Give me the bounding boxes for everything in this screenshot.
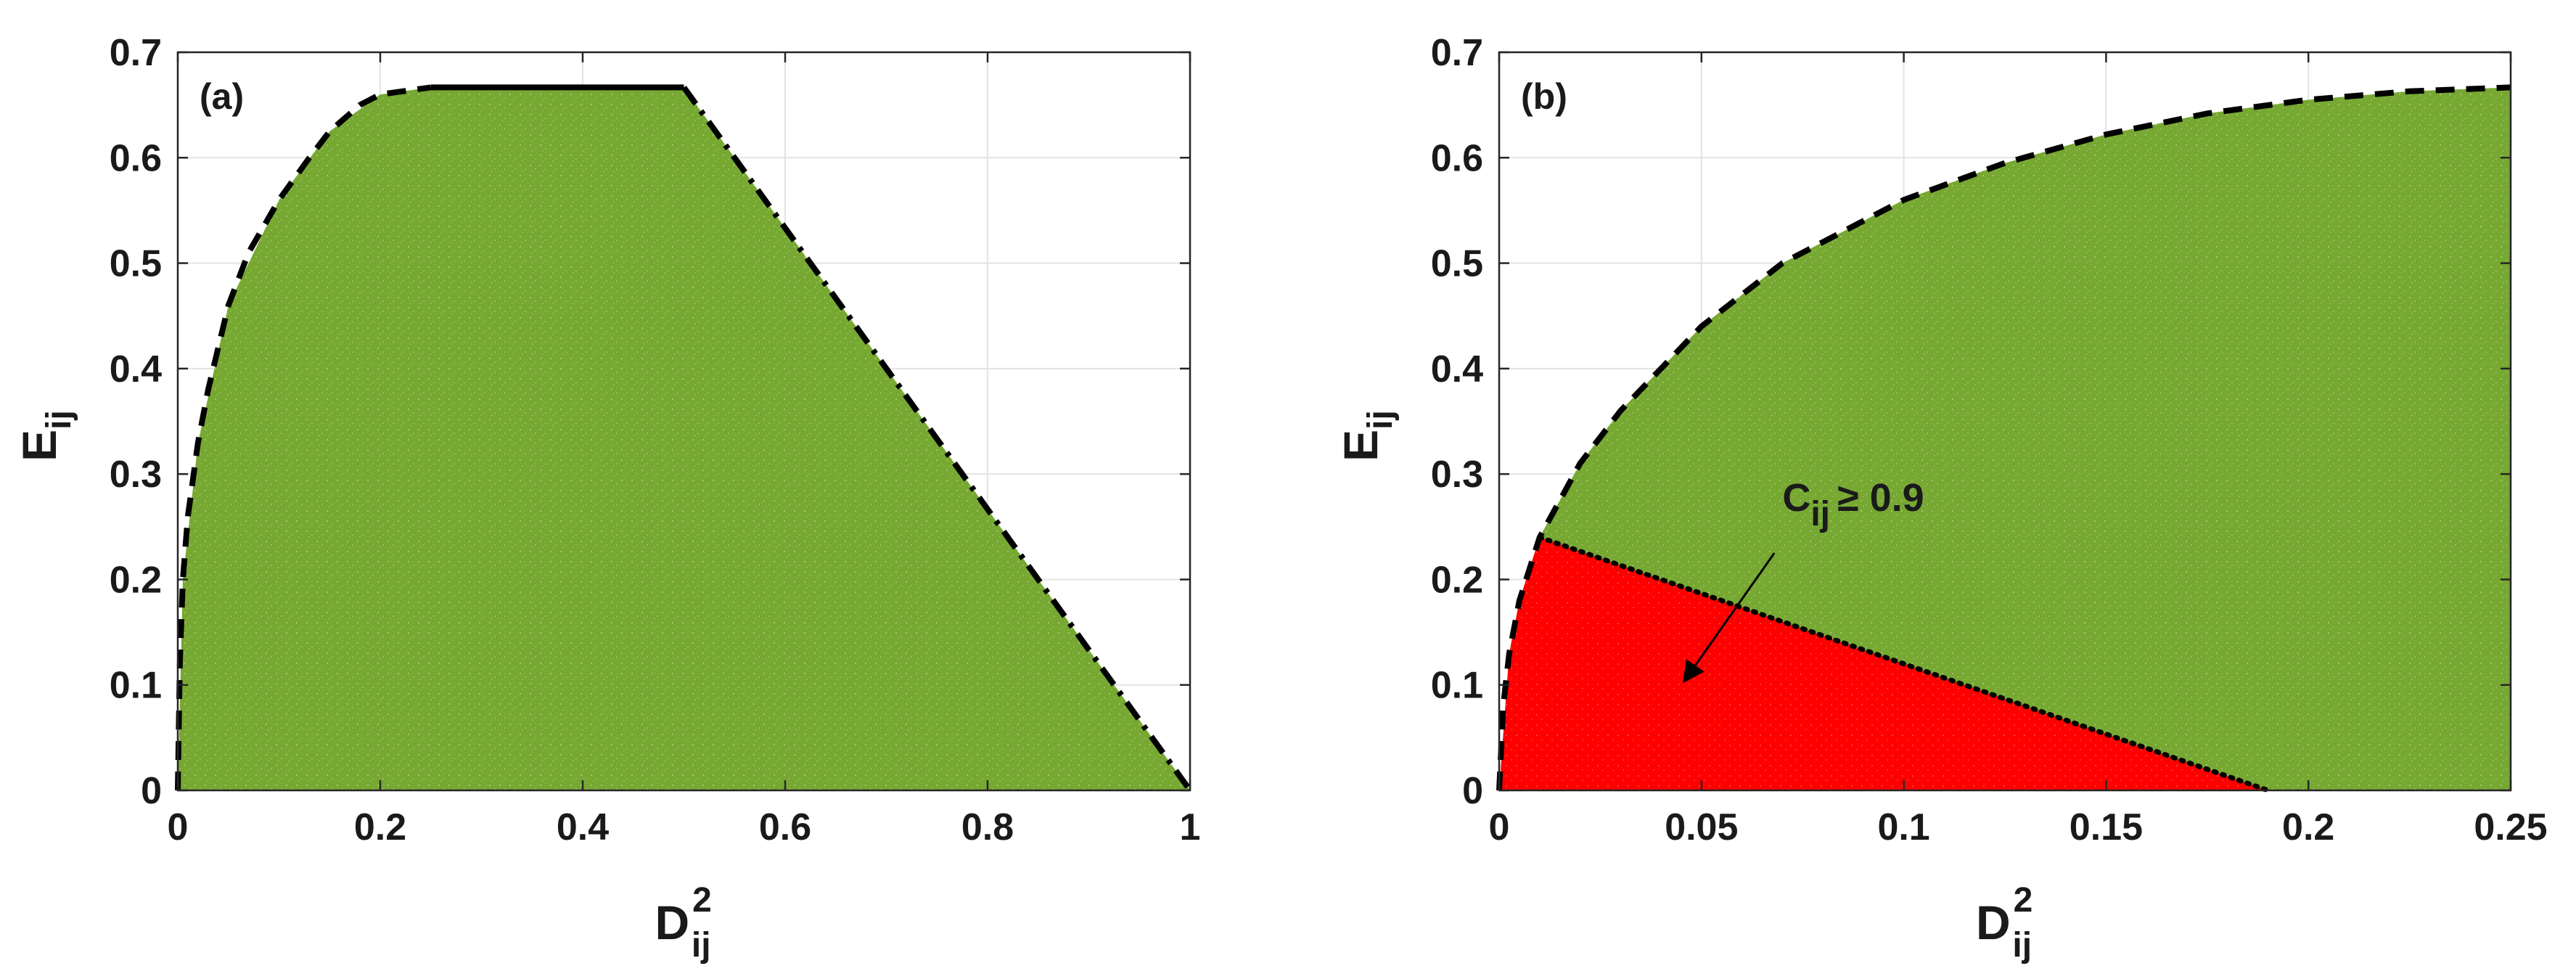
- boundary-dotted: [1537, 534, 2271, 793]
- panel-b-x-ticks: 0 0.05 0.1 0.15 0.2 0.25: [1489, 52, 2548, 848]
- region-green: [178, 87, 1190, 790]
- y-tick-label: 0.4: [1431, 348, 1483, 390]
- panel-a-label: (a): [200, 76, 244, 117]
- panel-a-x-ticks: 0 0.2 0.4 0.6 0.8 1: [168, 52, 1201, 848]
- x-tick-label: 0.4: [557, 806, 609, 848]
- boundary-dashdot: [681, 86, 1193, 793]
- boundary-dashed: [175, 84, 432, 791]
- y-tick-label: 0.3: [110, 454, 162, 496]
- y-tick-label: 0: [141, 770, 162, 812]
- panel-a-x-axis-label: D2 ij: [655, 881, 712, 965]
- panel-a: 0 0.2 0.4 0.6 0.8 1 0 0.1 0.2 0.3 0.4 0.5 0.6 0.7 (a…: [12, 32, 1200, 965]
- x-tick-label: 0.05: [1665, 806, 1738, 848]
- y-tick-label: 0.3: [1431, 454, 1483, 496]
- panel-b-y-axis-label: Eij: [1334, 410, 1400, 462]
- y-tick-label: 0.1: [1431, 665, 1483, 707]
- x-tick-label: 0: [168, 806, 189, 848]
- panel-a-boundaries: [175, 84, 1193, 793]
- annotation-arrow: [1683, 552, 1776, 684]
- x-tick-label: 0.1: [1877, 806, 1929, 848]
- x-tick-label: 0: [1489, 806, 1510, 848]
- panel-a-frame: [176, 51, 1191, 792]
- annotation-label: Cij ≥ 0.9: [1782, 476, 1924, 533]
- region-red: [1499, 537, 2268, 790]
- panel-b-annotation: Cij ≥ 0.9: [1683, 476, 1924, 684]
- x-tick-label: 0.6: [759, 806, 811, 848]
- panel-b-x-axis-label: D2 ij: [1976, 881, 2033, 965]
- x-tick-label: 1: [1180, 806, 1201, 848]
- panel-a-regions: [178, 87, 1190, 790]
- y-tick-label: 0.7: [1431, 32, 1483, 74]
- boundary-dashed: [1496, 84, 2511, 791]
- y-tick-label: 0.2: [1431, 559, 1483, 601]
- panel-b-regions: [1499, 87, 2511, 790]
- x-tick-label: 0.15: [2070, 806, 2143, 848]
- y-tick-label: 0.1: [110, 665, 162, 707]
- y-tick-label: 0.5: [1431, 243, 1483, 285]
- panel-a-y-axis-label: Eij: [12, 410, 78, 462]
- panel-a-y-ticks: 0 0.1 0.2 0.3 0.4 0.5 0.6 0.7: [110, 32, 1190, 812]
- x-tick-label: 0.25: [2474, 806, 2547, 848]
- panel-b-label: (b): [1521, 76, 1567, 117]
- panel-b-frame: [1498, 51, 2512, 792]
- y-tick-label: 0.4: [110, 348, 162, 390]
- panel-b-boundaries: [1496, 84, 2511, 793]
- y-tick-label: 0.7: [110, 32, 162, 74]
- y-tick-label: 0.5: [110, 243, 162, 285]
- x-tick-label: 0.2: [354, 806, 406, 848]
- x-tick-label: 0.8: [961, 806, 1014, 848]
- x-tick-label: 0.2: [2282, 806, 2334, 848]
- y-tick-label: 0: [1462, 770, 1483, 812]
- y-tick-label: 0.6: [1431, 137, 1483, 179]
- panel-b-y-ticks: 0 0.1 0.2 0.3 0.4 0.5 0.6 0.7: [1431, 32, 2511, 812]
- panel-b: 0 0.05 0.1 0.15 0.2 0.25 00.10.20.30.40.50.60…: [1334, 32, 2548, 965]
- y-tick-label: 0.2: [110, 559, 162, 601]
- y-tick-label: 0.6: [110, 137, 162, 179]
